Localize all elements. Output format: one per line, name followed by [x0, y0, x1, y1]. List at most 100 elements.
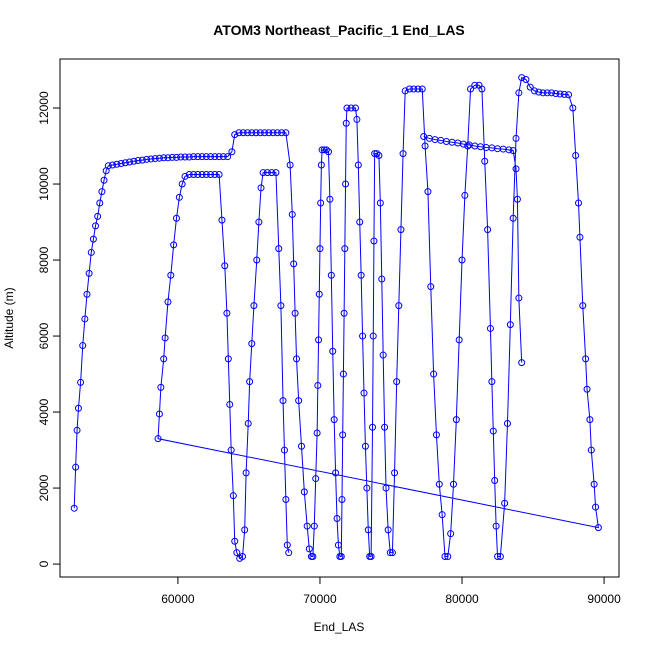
data-point	[309, 552, 317, 560]
data-point	[74, 404, 82, 412]
data-point	[224, 153, 232, 161]
data-point	[94, 212, 102, 220]
data-point	[215, 171, 223, 179]
data-point	[357, 271, 365, 279]
data-point	[211, 153, 219, 161]
data-point	[361, 442, 369, 450]
data-point	[376, 199, 384, 207]
data-point	[134, 156, 142, 164]
data-point	[272, 169, 280, 177]
data-point	[326, 195, 334, 203]
data-point	[438, 511, 446, 519]
data-point	[370, 237, 378, 245]
data-point	[450, 480, 458, 488]
data-point	[190, 153, 198, 161]
data-point	[269, 129, 277, 137]
data-point	[405, 85, 413, 93]
data-point	[587, 446, 595, 454]
data-point	[317, 161, 325, 169]
data-point	[85, 269, 93, 277]
data-point	[391, 469, 399, 477]
data-point	[342, 119, 350, 127]
data-point	[543, 89, 551, 97]
data-point	[207, 153, 215, 161]
data-point	[83, 290, 91, 298]
data-point	[381, 423, 389, 431]
data-point	[310, 522, 318, 530]
data-point	[317, 199, 325, 207]
data-point	[227, 446, 235, 454]
data-point	[318, 146, 326, 154]
data-point	[339, 370, 347, 378]
data-point	[539, 89, 547, 97]
data-point	[491, 476, 499, 484]
data-point	[315, 290, 323, 298]
data-point	[147, 155, 155, 163]
data-point	[486, 324, 494, 332]
data-point	[488, 378, 496, 386]
x-tick-label: 70000	[303, 592, 337, 606]
data-point	[324, 148, 332, 156]
y-tick-label: 8000	[37, 246, 51, 273]
data-point	[241, 526, 249, 534]
x-tick-label: 60000	[161, 592, 195, 606]
data-point	[282, 129, 290, 137]
data-point	[253, 256, 261, 264]
data-point	[172, 214, 180, 222]
data-point	[181, 172, 189, 180]
data-point	[155, 154, 163, 162]
y-tick-label: 2000	[37, 474, 51, 501]
data-point	[535, 88, 543, 96]
data-point	[104, 162, 112, 170]
data-point	[481, 157, 489, 165]
data-point	[506, 321, 514, 329]
data-point	[250, 302, 258, 310]
data-point	[399, 150, 407, 158]
data-point	[458, 256, 466, 264]
data-point	[592, 503, 600, 511]
data-point	[334, 541, 342, 549]
data-point	[223, 309, 231, 317]
data-point	[320, 146, 328, 154]
data-point	[72, 463, 80, 471]
data-point	[160, 355, 168, 363]
data-point	[170, 241, 178, 249]
data-point	[126, 158, 134, 166]
data-point	[239, 552, 247, 560]
data-point	[342, 180, 350, 188]
data-point	[100, 176, 108, 184]
data-point	[513, 195, 521, 203]
data-point	[113, 160, 121, 168]
data-point	[347, 104, 355, 112]
data-point	[427, 283, 435, 291]
data-point	[218, 216, 226, 224]
data-point	[512, 165, 520, 173]
data-point	[395, 302, 403, 310]
data-point	[314, 381, 322, 389]
data-point	[590, 480, 598, 488]
data-point	[226, 400, 234, 408]
data-point	[397, 226, 405, 234]
data-point	[257, 184, 265, 192]
data-point	[285, 549, 293, 557]
data-point	[467, 85, 475, 93]
data-point	[305, 545, 313, 553]
data-point	[518, 74, 526, 82]
data-point	[151, 155, 159, 163]
data-point	[282, 495, 290, 503]
data-point	[410, 85, 418, 93]
data-point	[340, 309, 348, 317]
data-point	[382, 484, 390, 492]
data-point	[248, 129, 256, 137]
data-point	[277, 302, 285, 310]
data-point	[96, 199, 104, 207]
data-point	[215, 153, 223, 161]
data-point	[359, 332, 367, 340]
data-point	[441, 552, 449, 560]
data-point	[489, 427, 497, 435]
data-point	[379, 351, 387, 359]
data-point	[447, 530, 455, 538]
data-point	[155, 410, 163, 418]
data-point	[154, 435, 162, 443]
